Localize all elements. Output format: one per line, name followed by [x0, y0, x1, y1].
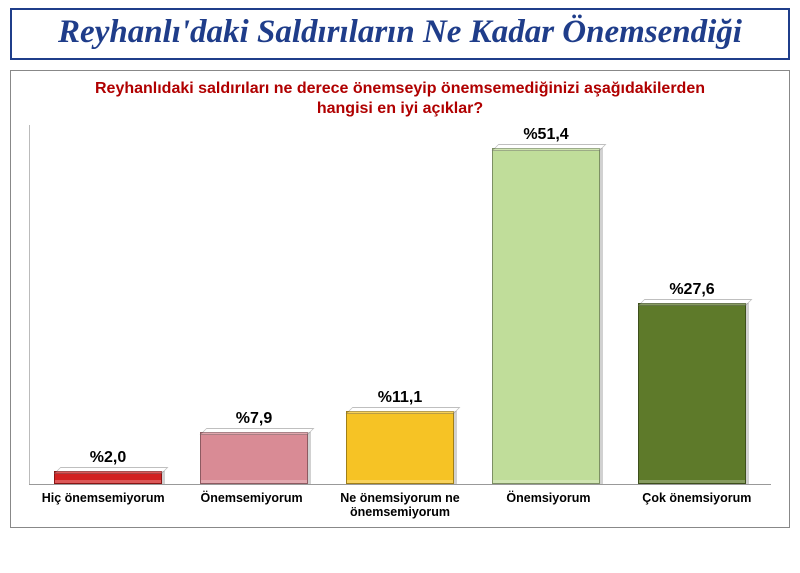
bar-slot: %11,1 — [327, 125, 473, 484]
bar-slot: %27,6 — [619, 125, 765, 484]
page-title: Reyhanlı'daki Saldırıların Ne Kadar Önem… — [22, 14, 778, 52]
bar — [638, 303, 746, 484]
bar — [492, 148, 600, 484]
bar-value-label: %7,9 — [236, 410, 272, 428]
bar-slot: %51,4 — [473, 125, 619, 484]
title-box: Reyhanlı'daki Saldırıların Ne Kadar Önem… — [10, 8, 790, 60]
x-label: Ne önemsiyorum ne önemsemiyorum — [326, 491, 474, 520]
bar-slot: %2,0 — [35, 125, 181, 484]
x-axis-labels: Hiç önemsemiyorum Önemsemiyorum Ne önems… — [29, 491, 771, 520]
x-label: Çok önemsiyorum — [623, 491, 771, 520]
bars-group: %2,0 %7,9 %11,1 %51,4 %27,6 — [29, 125, 771, 484]
bar-value-label: %27,6 — [669, 281, 714, 299]
y-axis — [29, 125, 30, 484]
plot-area: %2,0 %7,9 %11,1 %51,4 %27,6 — [29, 125, 771, 485]
bar-slot: %7,9 — [181, 125, 327, 484]
bar — [200, 432, 308, 484]
bar-value-label: %11,1 — [378, 389, 422, 407]
bar — [54, 471, 162, 484]
bar-value-label: %2,0 — [90, 449, 126, 467]
x-label: Önemsiyorum — [474, 491, 622, 520]
x-label: Hiç önemsemiyorum — [29, 491, 177, 520]
bar — [346, 411, 454, 484]
chart-container: Reyhanlıdaki saldırıları ne derece önems… — [10, 70, 790, 528]
chart-question: Reyhanlıdaki saldırıları ne derece önems… — [80, 79, 720, 119]
x-label: Önemsemiyorum — [177, 491, 325, 520]
bar-value-label: %51,4 — [523, 126, 568, 144]
